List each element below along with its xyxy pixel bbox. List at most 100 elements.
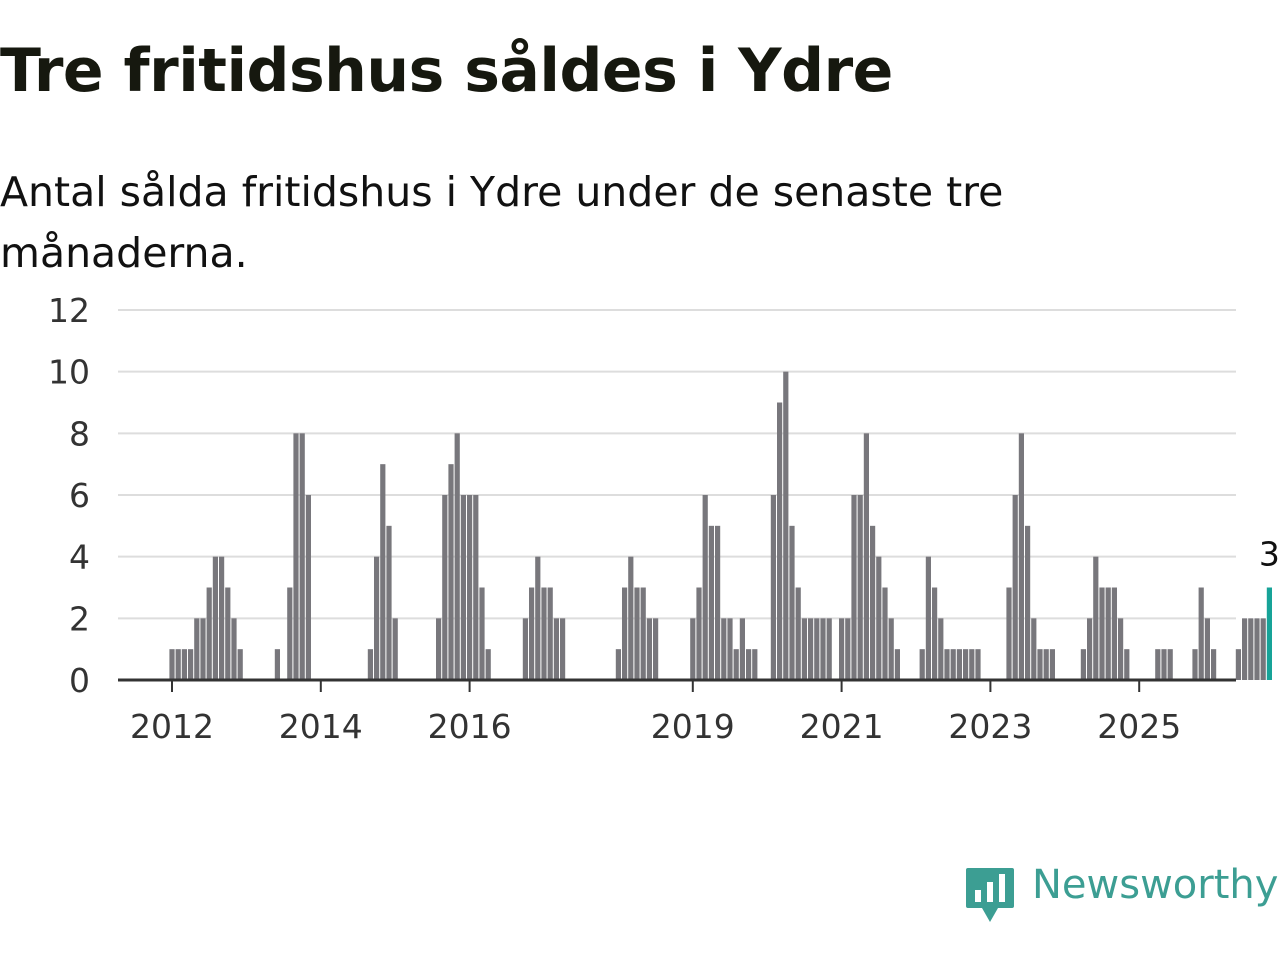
bar xyxy=(1043,649,1049,680)
bar xyxy=(696,587,702,680)
bar xyxy=(715,525,721,680)
bar xyxy=(783,371,789,680)
y-tick-label: 8 xyxy=(69,414,90,453)
bar xyxy=(560,618,566,680)
bar xyxy=(777,402,783,680)
bar xyxy=(925,556,931,680)
bar xyxy=(814,618,820,680)
bar xyxy=(733,649,739,680)
x-tick-label: 2014 xyxy=(279,707,363,746)
bar xyxy=(1111,587,1117,680)
bar xyxy=(975,649,981,680)
bar xyxy=(367,649,373,680)
bar xyxy=(702,495,708,680)
bar xyxy=(963,649,969,680)
bar xyxy=(1006,587,1012,680)
bar xyxy=(1235,649,1241,680)
bar xyxy=(1049,649,1055,680)
bar xyxy=(442,495,448,680)
bar xyxy=(863,433,869,680)
chart-subtitle: Antal sålda fritidshus i Ydre under de s… xyxy=(0,168,1004,277)
bar xyxy=(1025,525,1031,680)
bar xyxy=(231,618,237,680)
bar xyxy=(181,649,187,680)
x-tick-label: 2021 xyxy=(800,707,884,746)
bar-latest xyxy=(1266,587,1272,680)
bar xyxy=(1211,649,1217,680)
bar xyxy=(392,618,398,680)
bar xyxy=(1105,587,1111,680)
bar xyxy=(888,618,894,680)
bar xyxy=(944,649,950,680)
bar xyxy=(194,618,200,680)
bar xyxy=(299,433,305,680)
bar xyxy=(1161,649,1167,680)
bar xyxy=(1037,649,1043,680)
y-tick-label: 0 xyxy=(69,661,90,700)
bar xyxy=(1254,618,1260,680)
y-tick-label: 10 xyxy=(48,353,90,392)
bar xyxy=(1167,649,1173,680)
bar xyxy=(1242,618,1248,680)
bar xyxy=(851,495,857,680)
bar xyxy=(1018,433,1024,680)
bar xyxy=(200,618,206,680)
bar xyxy=(1192,649,1198,680)
bar xyxy=(547,587,553,680)
bar xyxy=(380,464,386,680)
latest-value-label: 3 xyxy=(1259,535,1280,574)
bar xyxy=(175,649,181,680)
bar xyxy=(870,525,876,680)
bar xyxy=(479,587,485,680)
bar xyxy=(690,618,696,680)
bar xyxy=(653,618,659,680)
bar xyxy=(1248,618,1254,680)
y-tick-label: 12 xyxy=(48,291,90,330)
newsworthy-logo-icon xyxy=(966,868,1014,922)
bar xyxy=(739,618,745,680)
bar xyxy=(938,618,944,680)
bar xyxy=(646,618,652,680)
bar xyxy=(535,556,541,680)
bar xyxy=(1198,587,1204,680)
bar xyxy=(708,525,714,680)
bar xyxy=(473,495,479,680)
bar xyxy=(169,649,175,680)
x-tick-label: 2023 xyxy=(948,707,1032,746)
bar xyxy=(1093,556,1099,680)
chart-title: Tre fritidshus såldes i Ydre xyxy=(0,36,893,106)
bar xyxy=(932,587,938,680)
bar xyxy=(1124,649,1130,680)
x-tick-label: 2016 xyxy=(428,707,512,746)
bar xyxy=(225,587,231,680)
bar xyxy=(541,587,547,680)
bar xyxy=(746,649,752,680)
bar xyxy=(1080,649,1086,680)
bar xyxy=(206,587,212,680)
bar xyxy=(1155,649,1161,680)
bar xyxy=(522,618,528,680)
bar xyxy=(622,587,628,680)
bar xyxy=(1260,618,1266,680)
bar xyxy=(876,556,882,680)
bar xyxy=(1099,587,1105,680)
x-tick-label: 2012 xyxy=(130,707,214,746)
bar xyxy=(529,587,535,680)
bar xyxy=(1012,495,1018,680)
bar xyxy=(485,649,491,680)
bar xyxy=(789,525,795,680)
bar xyxy=(770,495,776,680)
bar xyxy=(460,495,466,680)
bar xyxy=(1031,618,1037,680)
bar xyxy=(219,556,225,680)
bar xyxy=(274,649,280,680)
y-tick-label: 4 xyxy=(69,538,90,577)
bar xyxy=(839,618,845,680)
bar xyxy=(640,587,646,680)
bar xyxy=(615,649,621,680)
brand-name: Newsworthy xyxy=(1032,862,1279,908)
x-tick-label: 2025 xyxy=(1097,707,1181,746)
bar xyxy=(305,495,311,680)
bar xyxy=(212,556,218,680)
x-tick-label: 2019 xyxy=(651,707,735,746)
